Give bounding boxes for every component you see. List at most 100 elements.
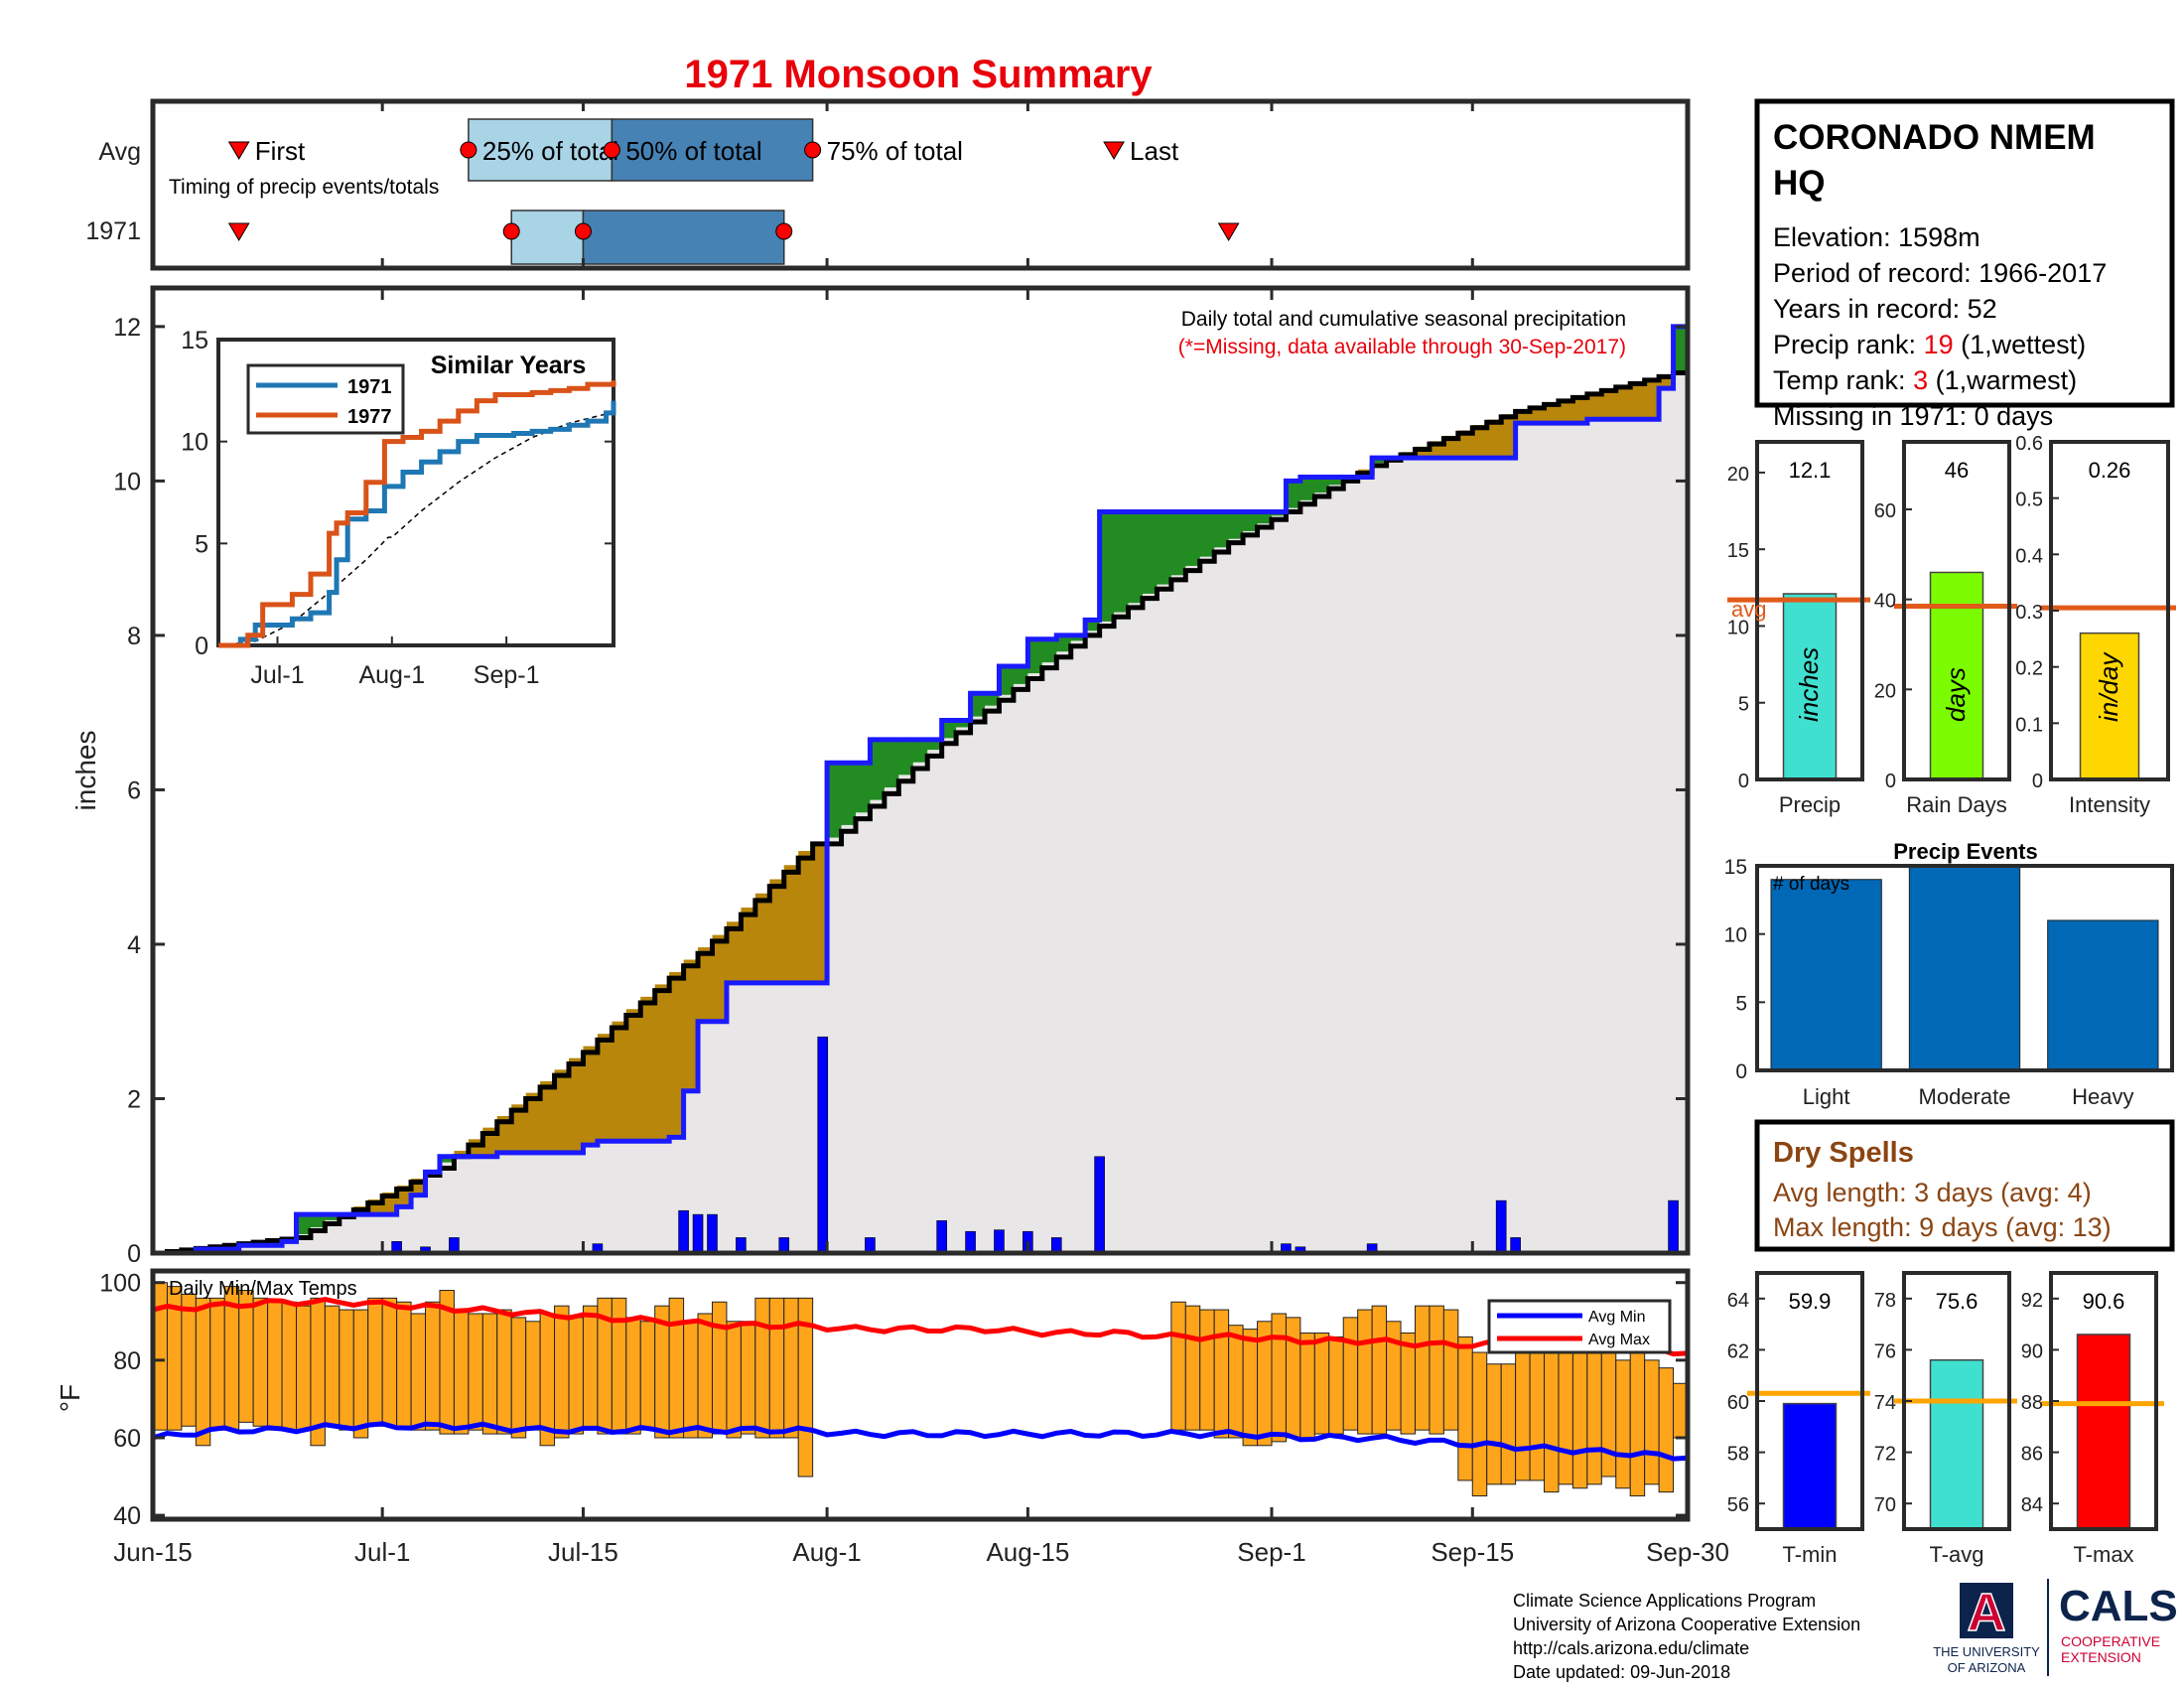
base-area-segment	[956, 727, 972, 1253]
inset-legend	[246, 363, 405, 435]
t-min-ytick-label: 64	[1727, 1290, 1749, 1312]
avg-25-50-box	[468, 118, 614, 182]
station-years: Years in record: 52	[1773, 294, 1997, 324]
t-min-value-label: 59.9	[1789, 1289, 1832, 1314]
avg-min-line	[152, 1421, 1689, 1462]
similar-years-inset: 0 5 10 15 Jul-1 Aug-1 Sep-1 Similar Years 1971…	[181, 327, 616, 689]
t-max-value-label: 90.6	[2083, 1289, 2125, 1314]
below-avg-segment	[583, 1046, 599, 1146]
below-avg-segment	[597, 1034, 613, 1142]
t-avg-ytick-label: 72	[1874, 1444, 1896, 1466]
daily-temp-bar	[181, 1293, 197, 1427]
station-period: Period of record: 1966-2017	[1773, 258, 2107, 288]
t-avg-ytick-label: 70	[1874, 1494, 1896, 1516]
base-area-segment	[1630, 419, 1646, 1253]
base-area-segment	[741, 982, 756, 1253]
base-area-segment	[540, 1152, 556, 1253]
daily-temp-bar	[740, 1321, 756, 1435]
t-max-ytick-label: 88	[2021, 1392, 2043, 1414]
base-area-segment	[855, 812, 872, 1253]
below-avg-segment	[1601, 388, 1617, 420]
t-min-category-label: T-min	[1783, 1542, 1838, 1567]
base-area-segment	[1070, 640, 1086, 1253]
year-25-50-box	[510, 210, 585, 265]
base-area-segment	[625, 1141, 641, 1253]
below-avg-segment	[1443, 435, 1459, 459]
t-min-ytick-label: 56	[1727, 1494, 1749, 1516]
below-avg-segment	[1544, 402, 1560, 424]
base-area-segment	[1214, 547, 1230, 1253]
below-avg-segment	[511, 1104, 527, 1153]
base-area-segment	[1515, 423, 1531, 1254]
main-note-2: (*=Missing, data available through 30-Se…	[1178, 336, 1626, 358]
base-area-segment	[698, 1021, 714, 1253]
daily-temp-bar	[1600, 1343, 1617, 1477]
daily-temp-bar	[324, 1305, 341, 1427]
year-75-marker	[775, 222, 793, 240]
above-avg-segment	[999, 666, 1015, 695]
date-tick-label: Aug-15	[986, 1537, 1069, 1567]
intensity-value-label: 0.26	[2089, 458, 2131, 483]
above-avg-segment	[1099, 511, 1115, 622]
main-axes: 0 2 4 6 8 10 12	[113, 288, 1690, 1268]
above-avg-segment	[1157, 511, 1172, 585]
precip-ytick-label: 15	[1727, 540, 1749, 562]
below-avg-segment	[1572, 395, 1588, 424]
daily-temp-bar	[1342, 1317, 1359, 1431]
below-avg-segment	[1457, 430, 1473, 459]
base-area-segment	[267, 1245, 283, 1253]
events-ylabel: # of days	[1773, 874, 1849, 895]
above-avg-segment	[870, 739, 886, 800]
avg-max-line	[152, 1296, 1689, 1357]
main-ytick-label: 4	[127, 931, 141, 959]
year-50-75-box	[582, 210, 785, 265]
daily-temp-bar	[1299, 1333, 1315, 1439]
events-frame	[1755, 864, 2174, 1072]
cals-wordmark: CALS	[2059, 1582, 2178, 1630]
ua-name-1: THE UNIVERSITY	[1933, 1644, 2040, 1659]
base-area-segment	[525, 1152, 541, 1253]
ua-logo-block	[1960, 1583, 2013, 1638]
daily-temp-bar	[711, 1301, 728, 1435]
base-area-segment	[1013, 683, 1028, 1253]
base-area-segment	[1170, 575, 1186, 1253]
legend-1977-label: 1977	[347, 406, 392, 428]
daily-temp-bar	[1629, 1347, 1646, 1497]
events-ytick-label: 0	[1735, 1060, 1747, 1083]
daily-temp-bar	[295, 1305, 312, 1431]
base-area-segment	[1615, 419, 1631, 1253]
base-area-segment	[482, 1156, 498, 1253]
above-avg-segment	[1257, 511, 1273, 524]
daily-temp-bar	[339, 1309, 354, 1431]
base-area-segment	[640, 1141, 656, 1253]
base-area-segment	[841, 824, 857, 1253]
year-last-marker	[1217, 222, 1240, 241]
date-tick-label: Sep-15	[1431, 1537, 1514, 1567]
above-avg-segment	[1214, 511, 1230, 548]
daily-precip-bar	[817, 1036, 829, 1254]
t-min-bar	[1782, 1402, 1838, 1530]
rain-days-ytick-label: 20	[1874, 680, 1896, 702]
below-avg-segment	[654, 984, 670, 1142]
above-avg-segment	[1372, 458, 1388, 464]
temp-rank-value: 3	[1913, 365, 1928, 395]
daily-temp-bar	[381, 1297, 398, 1427]
year-cumulative-line	[153, 324, 1688, 1256]
above-avg-segment	[296, 1214, 312, 1234]
base-area-segment	[1544, 423, 1560, 1254]
base-area-segment	[1286, 507, 1301, 1254]
below-avg-segment	[741, 908, 756, 983]
daily-temp-bar	[410, 1313, 427, 1431]
daily-precip-bar	[1094, 1156, 1105, 1254]
base-area-segment	[726, 982, 742, 1253]
daily-temp-bar	[1271, 1313, 1287, 1443]
daily-precip-bar	[707, 1213, 718, 1254]
daily-precip-bar	[994, 1229, 1005, 1254]
base-area-segment	[898, 774, 914, 1253]
intensity-ytick-label: 0.1	[2015, 714, 2043, 736]
footer-credits: Climate Science Applications Program Uni…	[1513, 1591, 1860, 1682]
t-max-category-label: T-max	[2073, 1542, 2133, 1567]
base-area-segment	[310, 1226, 326, 1253]
avg-75-marker	[804, 141, 822, 159]
base-area-segment	[253, 1245, 269, 1253]
